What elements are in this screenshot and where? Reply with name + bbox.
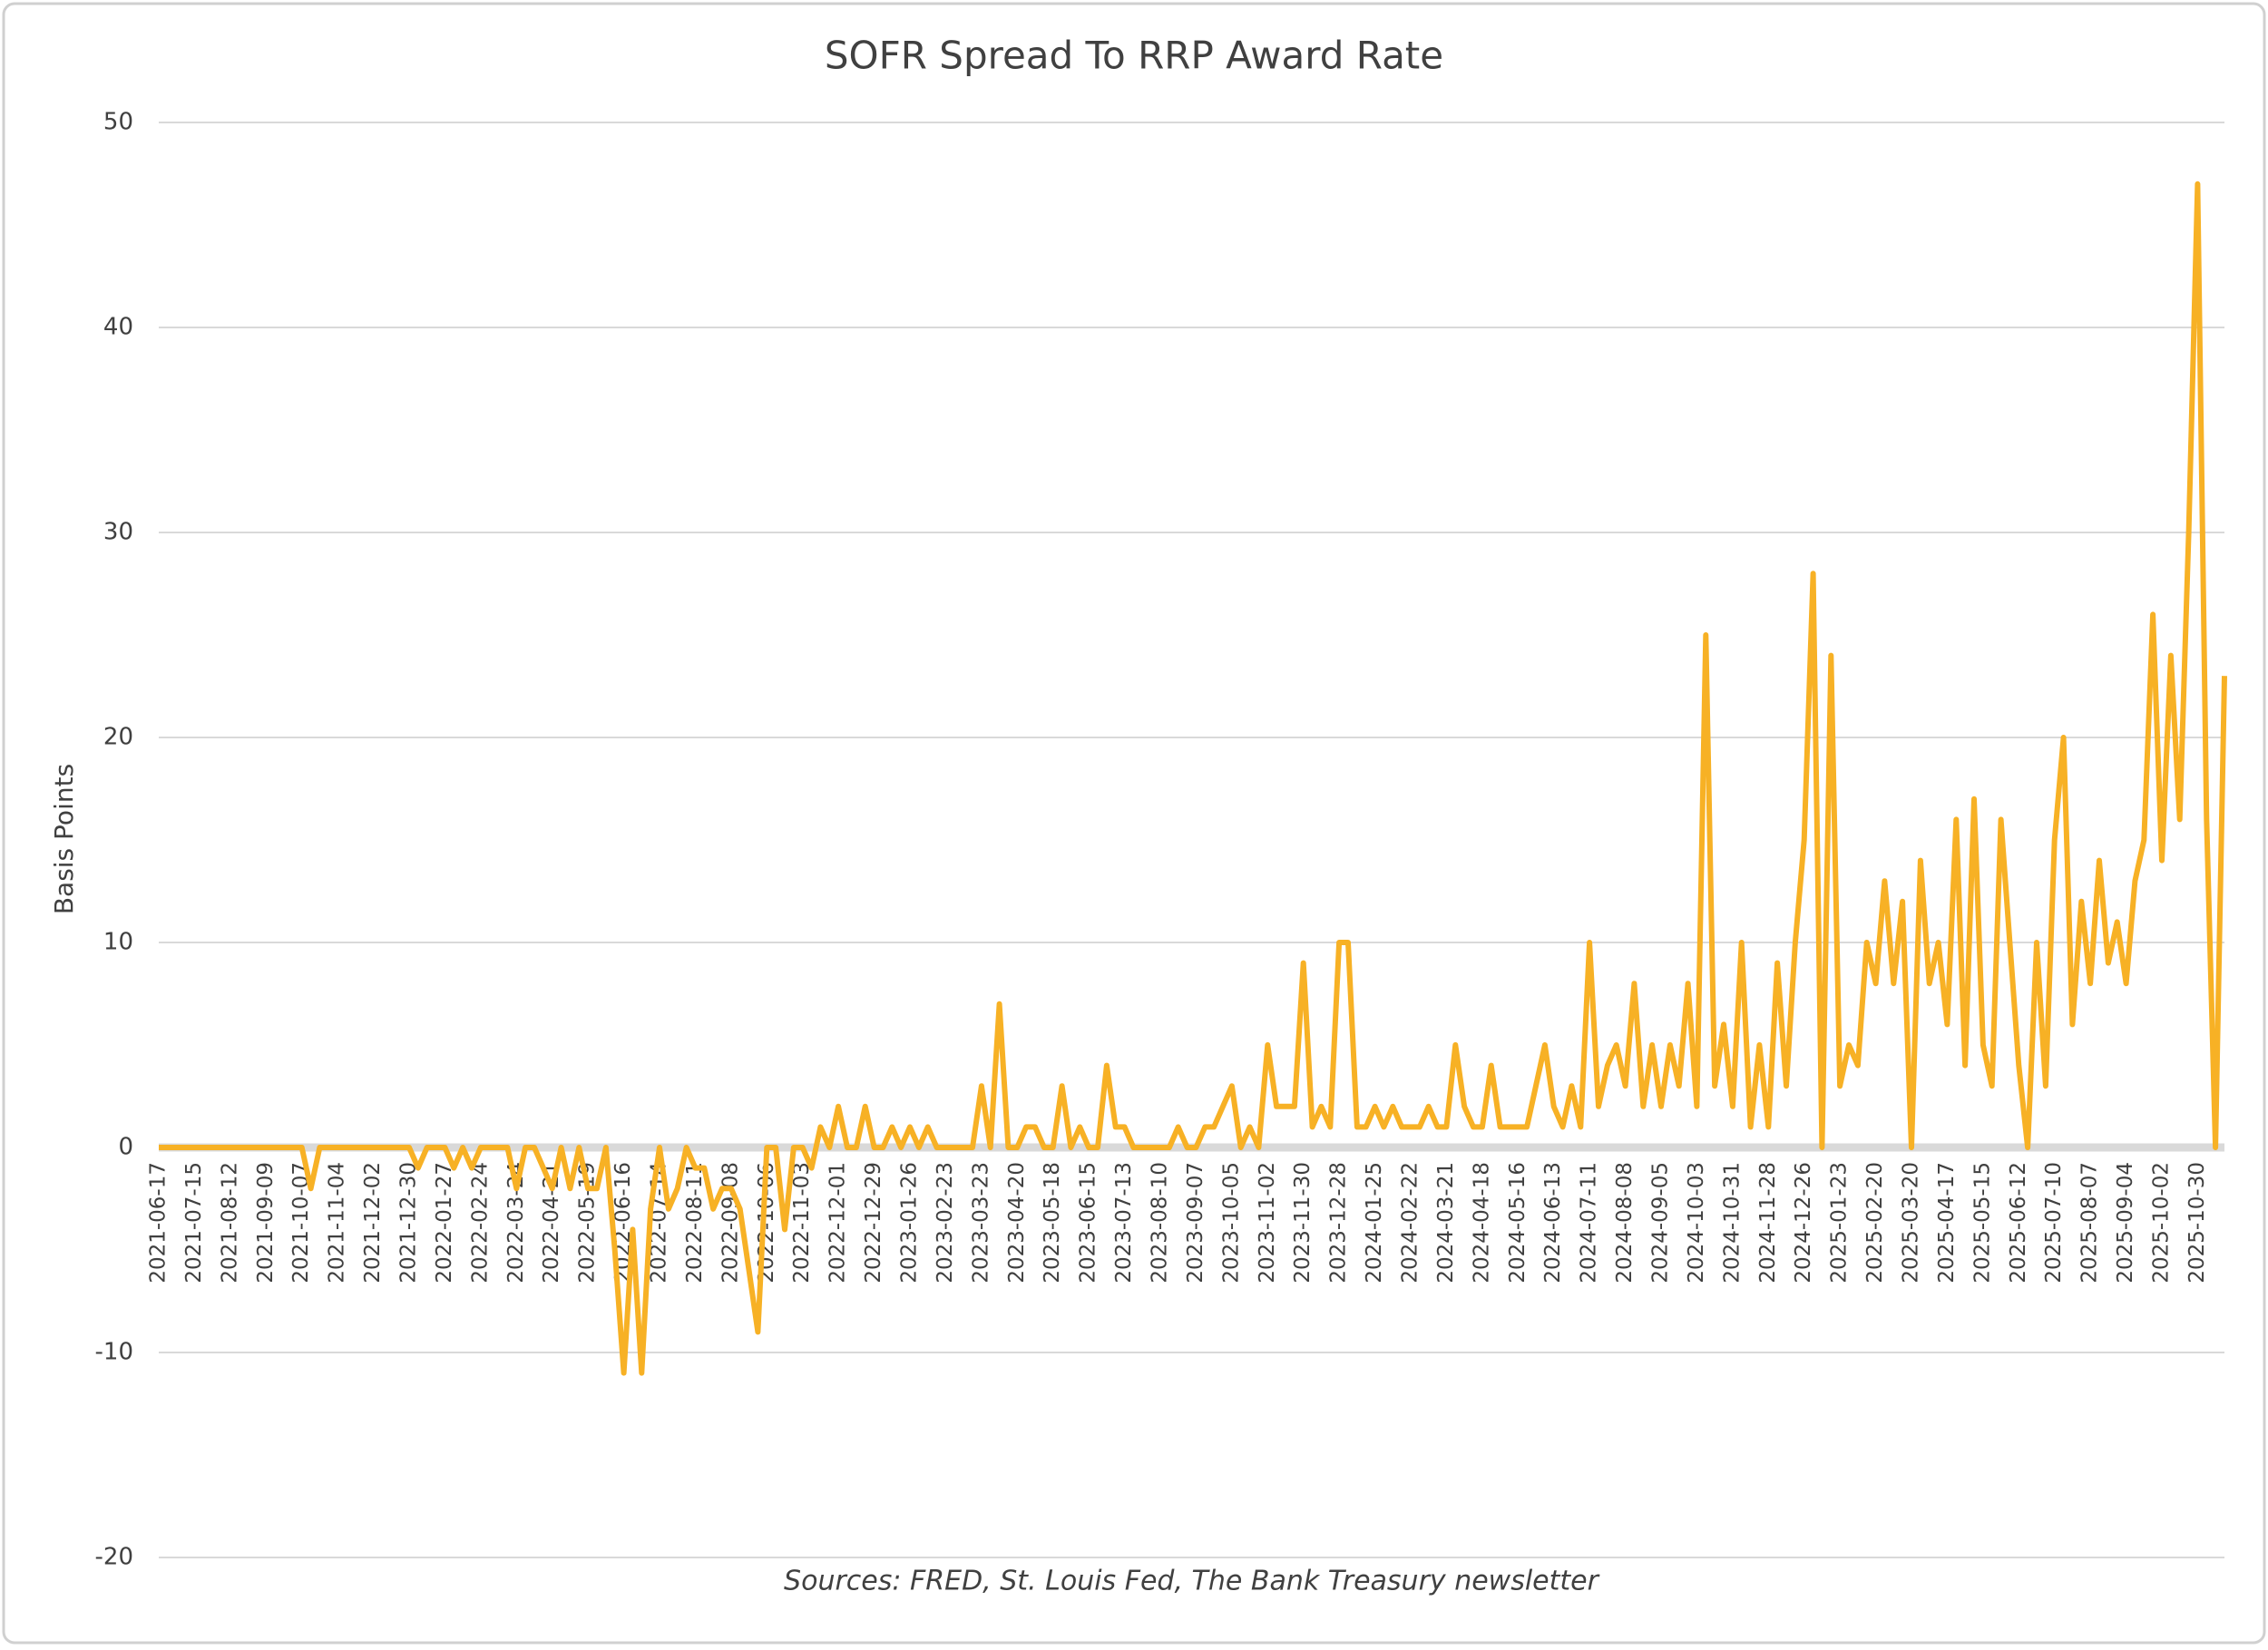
x-tick-label: 2024-03-21: [1434, 1162, 1458, 1284]
x-tick-label: 2024-10-31: [1720, 1162, 1744, 1284]
y-tick-label: 30: [103, 519, 133, 546]
x-tick-label: 2023-12-28: [1327, 1162, 1351, 1284]
x-tick-label: 2023-04-20: [1005, 1162, 1029, 1284]
y-tick-label: 0: [118, 1134, 133, 1161]
x-tick-label: 2024-07-11: [1578, 1162, 1601, 1284]
x-tick-label: 2024-01-25: [1363, 1162, 1386, 1284]
x-tick-label: 2021-12-02: [361, 1162, 385, 1284]
data-line: [159, 181, 2227, 1376]
x-tick-label: 2023-10-05: [1219, 1162, 1243, 1284]
x-tick-label: 2025-05-15: [1970, 1162, 1994, 1284]
x-tick-label: 2023-11-30: [1291, 1162, 1315, 1284]
x-tick-label: 2024-05-16: [1506, 1162, 1530, 1284]
x-tick-label: 2024-12-26: [1792, 1162, 1815, 1284]
x-tick-label: 2023-03-23: [969, 1162, 992, 1284]
x-tick-label: 2022-12-01: [826, 1162, 850, 1284]
x-tick-label: 2023-01-26: [898, 1162, 922, 1284]
y-tick-label: -10: [95, 1339, 133, 1366]
chart-title: SOFR Spread To RRP Award Rate: [825, 34, 1443, 78]
y-tick-label: -20: [95, 1544, 133, 1571]
x-tick-label: 2021-12-30: [397, 1162, 421, 1284]
x-tick-label: 2025-09-04: [2114, 1162, 2137, 1284]
x-tick-label: 2022-09-08: [719, 1162, 742, 1284]
x-tick-label: 2021-08-12: [218, 1162, 241, 1284]
x-tick-label: 2023-08-10: [1149, 1162, 1172, 1284]
x-tick-label: 2024-04-18: [1470, 1162, 1493, 1284]
source-note: Sources: FRED, St. Louis Fed, The Bank T…: [784, 1566, 1600, 1597]
x-tick-label: 2025-10-30: [2185, 1162, 2209, 1284]
y-tick-label: 50: [103, 109, 133, 136]
x-tick-label: 2022-08-11: [683, 1162, 707, 1284]
x-tick-label: 2023-07-13: [1112, 1162, 1136, 1284]
x-tick-label: 2023-02-23: [934, 1162, 957, 1284]
x-tick-label: 2025-04-17: [1935, 1162, 1959, 1284]
x-tick-label: 2024-06-13: [1541, 1162, 1565, 1284]
x-tick-label: 2024-10-03: [1685, 1162, 1708, 1284]
x-tick-label: 2025-03-20: [1900, 1162, 1923, 1284]
x-tick-label: 2025-01-23: [1828, 1162, 1852, 1284]
x-tick-label: 2023-05-18: [1041, 1162, 1064, 1284]
x-tick-label: 2025-10-02: [2150, 1162, 2174, 1284]
x-tick-label: 2021-11-04: [326, 1162, 349, 1284]
x-tick-label: 2022-01-27: [433, 1162, 456, 1284]
x-tick-label: 2021-07-15: [182, 1162, 206, 1284]
x-tick-label: 2023-09-07: [1184, 1162, 1207, 1284]
x-tick-label: 2024-02-22: [1399, 1162, 1422, 1284]
x-tick-label: 2025-08-07: [2078, 1162, 2102, 1284]
x-tick-label: 2022-12-29: [862, 1162, 885, 1284]
y-tick-label: 40: [103, 314, 133, 341]
y-tick-label: 20: [103, 724, 133, 751]
x-tick-label: 2024-09-05: [1649, 1162, 1673, 1284]
x-tick-label: 2022-02-24: [468, 1162, 492, 1284]
x-tick-label: 2023-11-02: [1256, 1162, 1279, 1284]
x-tick-label: 2024-11-28: [1756, 1162, 1780, 1284]
y-tick-label: 10: [103, 929, 133, 956]
x-tick-label: 2025-06-12: [2007, 1162, 2030, 1284]
y-axis-label: Basis Points: [49, 764, 79, 914]
x-tick-label: 2024-08-08: [1613, 1162, 1637, 1284]
x-tick-label: 2021-06-17: [147, 1162, 171, 1284]
x-tick-label: 2025-02-20: [1863, 1162, 1887, 1284]
x-tick-label: 2022-11-03: [790, 1162, 814, 1284]
x-tick-label: 2021-09-09: [254, 1162, 278, 1284]
x-tick-label: 2023-06-15: [1077, 1162, 1100, 1284]
x-tick-label: 2025-07-10: [2042, 1162, 2066, 1284]
